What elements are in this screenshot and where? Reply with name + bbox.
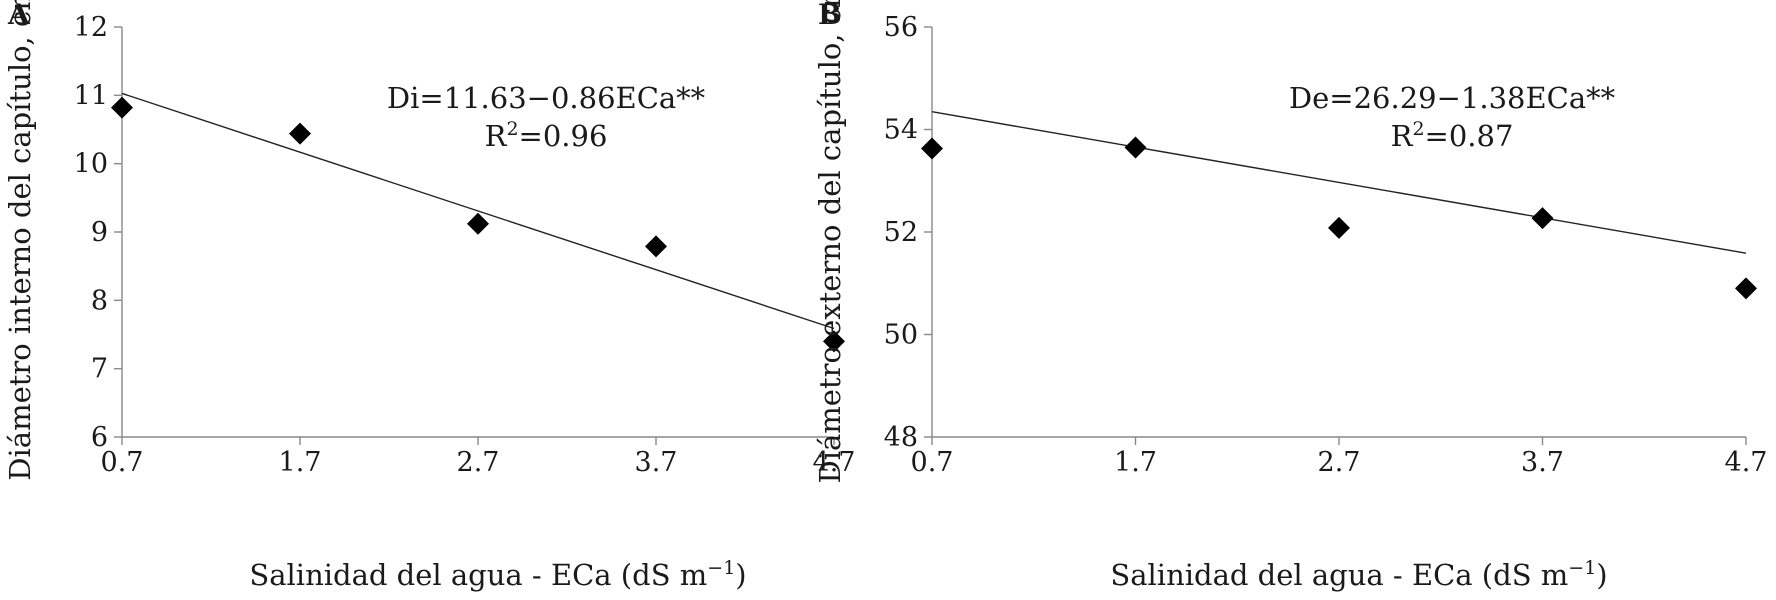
data-point [467, 212, 489, 235]
data-point [111, 96, 133, 119]
x-tick-label: 4.7 [813, 447, 856, 478]
x-tick-label: 4.7 [1725, 447, 1768, 478]
y-tick-label: 48 [884, 422, 918, 453]
x-axis-title: Salinidad del agua - ECa (dS m−1) [249, 557, 746, 592]
data-point [1735, 277, 1757, 300]
chart-panel-b: 48 50 52 54 56 0.7 1.7 2.7 3.7 4.7 Salinidad del a… [813, 0, 1767, 592]
x-tick-label: 1.7 [279, 447, 322, 478]
y-tick-label: 6 [91, 422, 108, 453]
panel-label: B [818, 0, 842, 31]
y-tick-label: 10 [74, 149, 108, 180]
data-point [823, 330, 845, 353]
regression-equation: De=26.29−1.38ECa** [1289, 81, 1616, 115]
r-squared-label: R2=0.96 [485, 118, 608, 153]
y-tick-label: 50 [884, 320, 918, 351]
x-tick-label: 3.7 [1521, 447, 1564, 478]
data-point [921, 137, 943, 160]
trend-line [121, 92, 835, 330]
trend-line [931, 111, 1747, 254]
x-tick-label: 0.7 [101, 447, 144, 478]
chart-panel-a: 6 7 8 9 10 11 12 0.7 1.7 2.7 3.7 4.7 Salinidad del a… [3, 0, 855, 592]
y-axis-title: Diámetro externo del capítulo, cm [813, 0, 847, 484]
y-tick-label: 52 [884, 217, 918, 248]
y-tick-label: 9 [91, 217, 108, 248]
y-tick-label: 7 [91, 354, 108, 385]
x-tick-label: 2.7 [457, 447, 500, 478]
y-tick-label: 12 [74, 12, 108, 43]
r-squared-label: R2=0.87 [1391, 118, 1514, 153]
regression-equation: Di=11.63−0.86ECa** [387, 81, 706, 115]
x-tick-label: 1.7 [1114, 447, 1157, 478]
data-point [645, 235, 667, 258]
y-tick-label: 11 [74, 80, 108, 111]
data-point [1124, 136, 1147, 159]
data-point [1328, 216, 1350, 239]
x-tick-label: 3.7 [635, 447, 678, 478]
panel-label: A [7, 0, 31, 31]
y-tick-label: 56 [884, 12, 918, 43]
x-axis-title: Salinidad del agua - ECa (dS m−1) [1110, 557, 1607, 592]
y-axis-title: Diámetro interno del capítulo, cm [3, 0, 37, 481]
x-tick-label: 2.7 [1318, 447, 1361, 478]
data-point [1531, 207, 1554, 230]
x-tick-label: 0.7 [911, 447, 954, 478]
y-tick-label: 8 [91, 285, 108, 316]
data-point [289, 122, 311, 145]
y-tick-label: 54 [884, 115, 918, 146]
